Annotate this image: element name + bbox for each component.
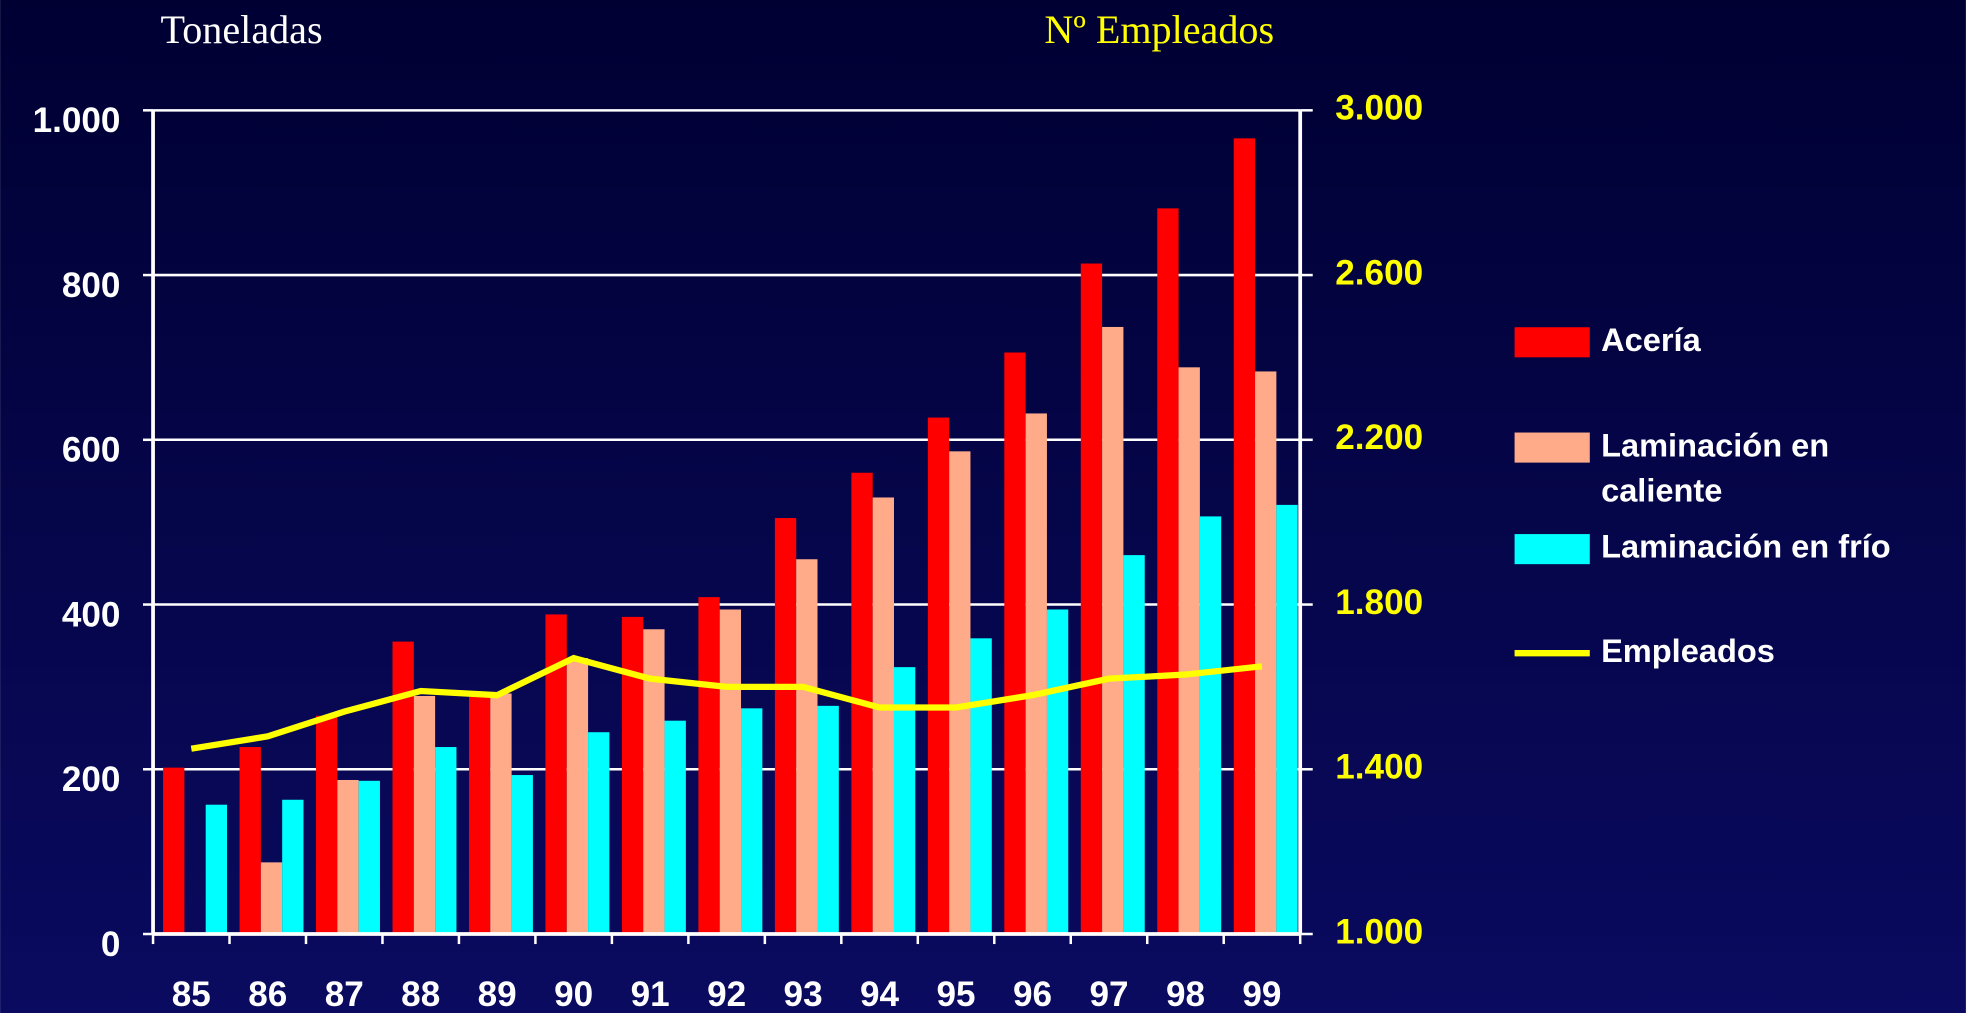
legend-swatch xyxy=(1514,327,1590,358)
x-tick-label: 91 xyxy=(631,975,670,1013)
x-tick-label: 95 xyxy=(937,975,976,1013)
bar xyxy=(545,614,567,935)
y2-tick-label: 2.200 xyxy=(1335,418,1423,457)
bar xyxy=(1123,555,1145,935)
x-tick-label: 96 xyxy=(1013,975,1052,1013)
line xyxy=(190,654,1263,752)
x-tick-label: 88 xyxy=(401,975,440,1013)
y2-tick-label: 1.800 xyxy=(1335,583,1423,622)
x-tick-label: 93 xyxy=(784,975,823,1013)
bar xyxy=(621,616,644,935)
y-tick-label: 200 xyxy=(62,760,121,799)
bar xyxy=(566,658,589,935)
bar xyxy=(970,638,992,935)
bar xyxy=(205,804,228,935)
y-tick-label: 800 xyxy=(62,266,121,305)
bar xyxy=(698,597,720,935)
bar xyxy=(435,747,457,935)
x-tick-label: 89 xyxy=(478,975,517,1013)
bar xyxy=(1080,263,1103,935)
bar xyxy=(1157,208,1179,935)
x-tick-label: 94 xyxy=(860,975,900,1013)
bar xyxy=(1233,138,1256,935)
bar xyxy=(893,667,916,935)
legend-label: Laminación en frío xyxy=(1601,528,1891,565)
legend-swatch xyxy=(1514,432,1590,463)
y2-axis-title: Nº Empleados xyxy=(1044,7,1274,52)
bar xyxy=(1102,326,1124,935)
legend-label: Empleados xyxy=(1601,632,1775,669)
bar xyxy=(1046,609,1069,935)
bar xyxy=(927,417,950,935)
bar xyxy=(316,715,338,935)
bar xyxy=(282,799,304,935)
bar xyxy=(741,708,763,935)
y2-tick-label: 2.600 xyxy=(1335,253,1423,292)
bar xyxy=(1276,504,1298,935)
y2-tick-label: 1.400 xyxy=(1335,748,1423,787)
legend-label: Acería xyxy=(1601,321,1701,358)
bar xyxy=(774,518,797,935)
legend-label: Laminación en caliente xyxy=(1601,426,1829,508)
bar xyxy=(337,779,359,935)
y2-tick-label: 1.000 xyxy=(1335,912,1423,951)
bar xyxy=(1025,413,1047,935)
bar xyxy=(719,609,742,935)
x-tick-label: 98 xyxy=(1166,975,1205,1013)
x-tick-label: 99 xyxy=(1242,975,1281,1013)
bar xyxy=(239,747,261,935)
y-axis-title: Toneladas xyxy=(161,7,323,52)
bar xyxy=(1178,367,1200,935)
x-tick-label: 97 xyxy=(1089,975,1128,1013)
x-tick-label: 87 xyxy=(325,975,364,1013)
y-tick-label: 600 xyxy=(62,431,121,470)
bar xyxy=(796,559,818,935)
bar xyxy=(468,696,491,935)
bar xyxy=(664,720,686,935)
x-tick-label: 90 xyxy=(554,975,593,1013)
bar xyxy=(511,775,533,935)
bar xyxy=(643,629,665,935)
x-tick-label: 85 xyxy=(172,975,211,1013)
bar xyxy=(872,497,894,935)
y2-tick-label: 3.000 xyxy=(1335,89,1423,128)
bar xyxy=(949,451,971,935)
bar xyxy=(163,767,185,935)
bar xyxy=(490,693,512,935)
legend-swatch xyxy=(1514,534,1590,565)
x-tick-label: 92 xyxy=(707,975,746,1013)
bar xyxy=(1004,352,1026,935)
y-tick-label: 1.000 xyxy=(33,101,121,140)
bar xyxy=(358,780,380,935)
bar xyxy=(588,732,610,935)
bar xyxy=(260,862,283,935)
bar xyxy=(392,641,414,935)
bar xyxy=(1199,516,1222,935)
x-tick-label: 86 xyxy=(248,975,287,1013)
bar xyxy=(1255,371,1277,935)
y-tick-label: 0 xyxy=(101,925,121,964)
y-tick-label: 400 xyxy=(62,595,121,634)
bar xyxy=(413,695,436,935)
bar xyxy=(817,705,839,935)
